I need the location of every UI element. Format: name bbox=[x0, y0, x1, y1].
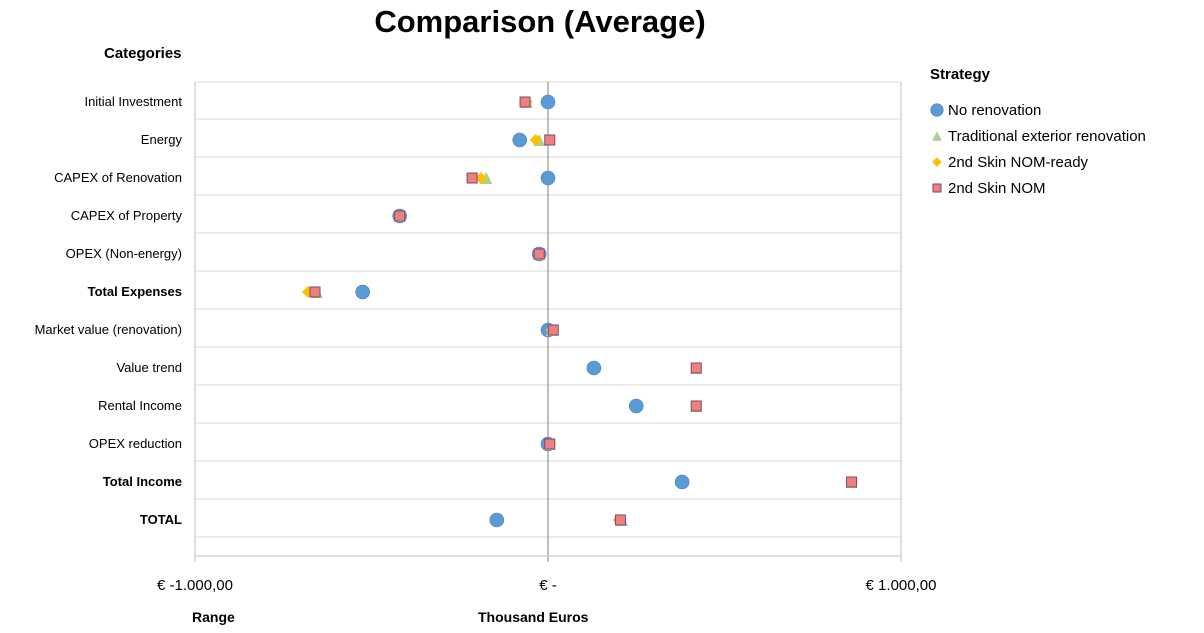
data-point-square bbox=[544, 438, 556, 450]
legend: Strategy No renovation Traditional exteri… bbox=[930, 66, 1200, 201]
legend-label: 2nd Skin NOM bbox=[948, 179, 1046, 197]
data-point-square bbox=[533, 248, 545, 260]
x-tick-label: € - bbox=[539, 577, 557, 594]
legend-marker bbox=[932, 157, 942, 167]
category-labels: Initial Investment Energy CAPEX of Renovat… bbox=[35, 94, 183, 527]
data-point-circle bbox=[512, 132, 528, 148]
data-point-circle bbox=[674, 474, 690, 490]
data-point-circle bbox=[540, 94, 556, 110]
legend-marker bbox=[932, 183, 942, 193]
data-point-square bbox=[519, 96, 531, 108]
legend-entry: 2nd Skin NOM-ready bbox=[930, 149, 1200, 175]
legend-items: No renovation Traditional exterior renova… bbox=[930, 97, 1200, 201]
circle-marker-icon bbox=[930, 103, 944, 117]
data-point-diamond bbox=[474, 172, 487, 184]
category-label: OPEX reduction bbox=[89, 436, 182, 451]
legend-title: Strategy bbox=[930, 66, 991, 83]
category-label: CAPEX of Renovation bbox=[54, 170, 182, 185]
triangle-marker-icon bbox=[932, 131, 942, 141]
data-point-square bbox=[544, 134, 556, 146]
data-point-circle bbox=[628, 398, 644, 414]
category-label: Total Income bbox=[103, 474, 182, 489]
data-point-square bbox=[614, 514, 626, 526]
chart-title: Comparison (Average) bbox=[374, 4, 706, 39]
data-point-circle bbox=[540, 170, 556, 186]
x-tick-labels: € -1.000,00 € - € 1.000,00 bbox=[157, 577, 936, 594]
category-label: Value trend bbox=[116, 360, 182, 375]
legend-entry: No renovation bbox=[930, 97, 1200, 123]
axis-layer bbox=[194, 82, 902, 562]
data-point-square bbox=[309, 286, 321, 298]
data-marks bbox=[301, 94, 858, 528]
x-tick-label: € -1.000,00 bbox=[157, 577, 233, 594]
category-label: Market value (renovation) bbox=[35, 322, 182, 337]
category-label: CAPEX of Property bbox=[71, 208, 183, 223]
category-label: TOTAL bbox=[140, 512, 182, 527]
data-point-square bbox=[466, 172, 478, 184]
category-header: Categories bbox=[104, 45, 182, 62]
category-label: Total Expenses bbox=[88, 284, 182, 299]
legend-entry: 2nd Skin NOM bbox=[930, 175, 1200, 201]
square-marker-icon bbox=[932, 183, 942, 193]
data-point-square bbox=[690, 400, 702, 412]
data-point-diamond bbox=[529, 134, 542, 146]
legend-label: Traditional exterior renovation bbox=[948, 127, 1146, 145]
legend-entry: Traditional exterior renovation bbox=[930, 123, 1200, 149]
x-tick-label: € 1.000,00 bbox=[866, 577, 937, 594]
data-point-circle bbox=[586, 360, 602, 376]
x-axis-label: Thousand Euros bbox=[478, 609, 589, 625]
category-label: OPEX (Non-energy) bbox=[66, 246, 182, 261]
legend-label: No renovation bbox=[948, 101, 1042, 119]
diamond-marker-icon bbox=[932, 157, 942, 167]
data-point-square bbox=[690, 362, 702, 374]
data-point-circle bbox=[489, 512, 505, 528]
data-point-square bbox=[547, 324, 559, 336]
data-point-square bbox=[846, 476, 858, 488]
category-label: Energy bbox=[141, 132, 183, 147]
data-point-square bbox=[394, 210, 406, 222]
x-range-label: Range bbox=[192, 609, 235, 625]
category-label: Initial Investment bbox=[84, 94, 182, 109]
legend-marker bbox=[932, 131, 942, 141]
legend-marker bbox=[930, 103, 944, 117]
legend-label: 2nd Skin NOM-ready bbox=[948, 153, 1089, 171]
category-label: Rental Income bbox=[98, 398, 182, 413]
data-point-circle bbox=[355, 284, 370, 300]
